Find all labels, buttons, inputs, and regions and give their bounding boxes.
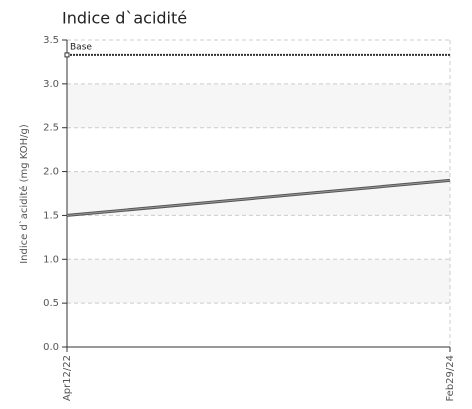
grid-band bbox=[67, 259, 450, 304]
y-tick-label: 0.0 bbox=[43, 342, 59, 353]
y-axis-label: Indice d`acidité (mg KOH/g) bbox=[18, 124, 30, 264]
y-tick-label: 1.0 bbox=[43, 254, 59, 265]
chart-title: Indice d`acidité bbox=[62, 9, 187, 28]
y-tick-label: 3.5 bbox=[43, 35, 59, 46]
x-tick-label: Apr12/22 bbox=[62, 355, 73, 401]
y-tick-label: 3.0 bbox=[43, 79, 59, 90]
y-tick-label: 1.5 bbox=[43, 210, 59, 221]
y-tick-label: 0.5 bbox=[43, 298, 59, 309]
series-label: Base bbox=[70, 42, 92, 52]
y-tick-label: 2.5 bbox=[43, 123, 59, 134]
series-line-highlight bbox=[66, 179, 451, 216]
x-tick-label: Feb29/24 bbox=[445, 355, 456, 402]
series-marker bbox=[64, 52, 70, 58]
y-tick-label: 2.0 bbox=[43, 167, 59, 178]
grid-band bbox=[67, 83, 450, 128]
